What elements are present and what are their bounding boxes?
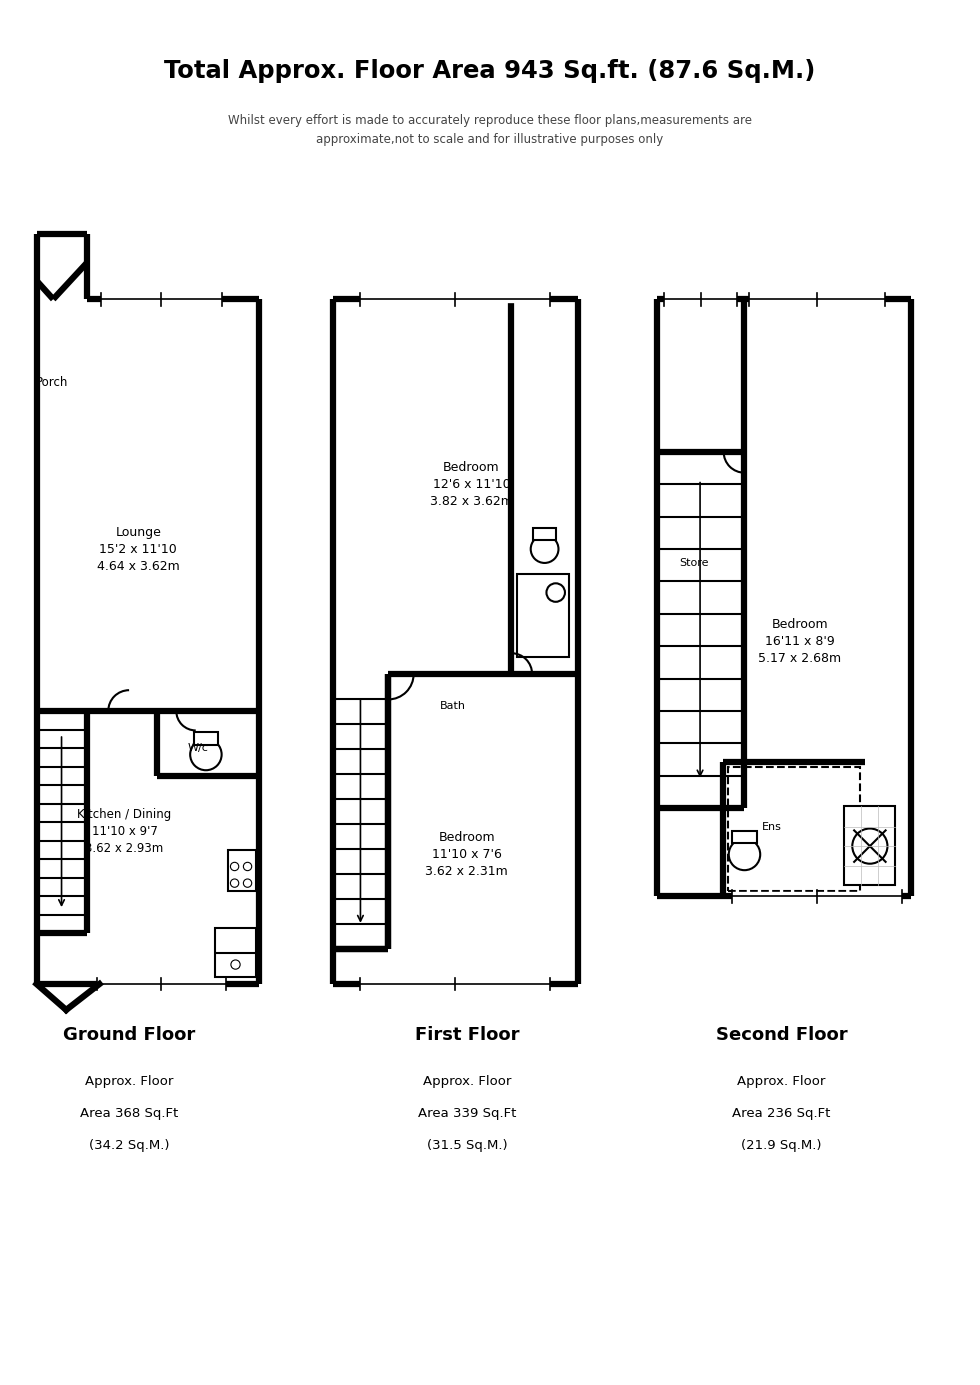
Text: (31.5 Sq.M.): (31.5 Sq.M.) (426, 1140, 508, 1152)
Bar (845, 806, 896, 885)
Text: Store: Store (679, 558, 709, 568)
Text: Bath: Bath (440, 701, 465, 712)
Text: Area 368 Sq.Ft: Area 368 Sq.Ft (80, 1107, 178, 1120)
Text: W/c: W/c (188, 742, 209, 753)
Text: Whilst every effort is made to accurately reproduce these floor plans,measuremen: Whilst every effort is made to accuratel… (228, 114, 752, 147)
Text: (34.2 Sq.M.): (34.2 Sq.M.) (89, 1140, 170, 1152)
Text: Total Approx. Floor Area 943 Sq.ft. (87.6 Sq.M.): Total Approx. Floor Area 943 Sq.ft. (87.… (165, 58, 815, 83)
Text: First Floor: First Floor (415, 1026, 519, 1044)
Text: Porch: Porch (36, 375, 69, 389)
Bar (533, 528, 556, 540)
Bar (516, 573, 568, 658)
Bar (732, 831, 757, 843)
Text: Bedroom
11'10 x 7'6
3.62 x 2.31m: Bedroom 11'10 x 7'6 3.62 x 2.31m (425, 831, 509, 878)
Text: Second Floor: Second Floor (715, 1026, 848, 1044)
Text: Approx. Floor: Approx. Floor (422, 1075, 511, 1087)
Text: Area 236 Sq.Ft: Area 236 Sq.Ft (732, 1107, 831, 1120)
Text: Approx. Floor: Approx. Floor (85, 1075, 173, 1087)
Text: Bedroom
16'11 x 8'9
5.17 x 2.68m: Bedroom 16'11 x 8'9 5.17 x 2.68m (759, 618, 842, 665)
Text: (21.9 Sq.M.): (21.9 Sq.M.) (741, 1140, 822, 1152)
Bar (216, 928, 256, 976)
Text: Approx. Floor: Approx. Floor (737, 1075, 826, 1087)
Text: Ens: Ens (762, 821, 782, 831)
Bar (228, 850, 256, 892)
Text: Ground Floor: Ground Floor (63, 1026, 195, 1044)
Text: Area 339 Sq.Ft: Area 339 Sq.Ft (417, 1107, 516, 1120)
Bar (194, 733, 218, 745)
Text: Lounge
15'2 x 11'10
4.64 x 3.62m: Lounge 15'2 x 11'10 4.64 x 3.62m (97, 525, 179, 572)
Text: Kitchen / Dining
11'10 x 9'7
3.62 x 2.93m: Kitchen / Dining 11'10 x 9'7 3.62 x 2.93… (77, 807, 172, 855)
Bar (728, 766, 860, 892)
Text: Bedroom
12'6 x 11'10
3.82 x 3.62m: Bedroom 12'6 x 11'10 3.82 x 3.62m (430, 461, 513, 508)
